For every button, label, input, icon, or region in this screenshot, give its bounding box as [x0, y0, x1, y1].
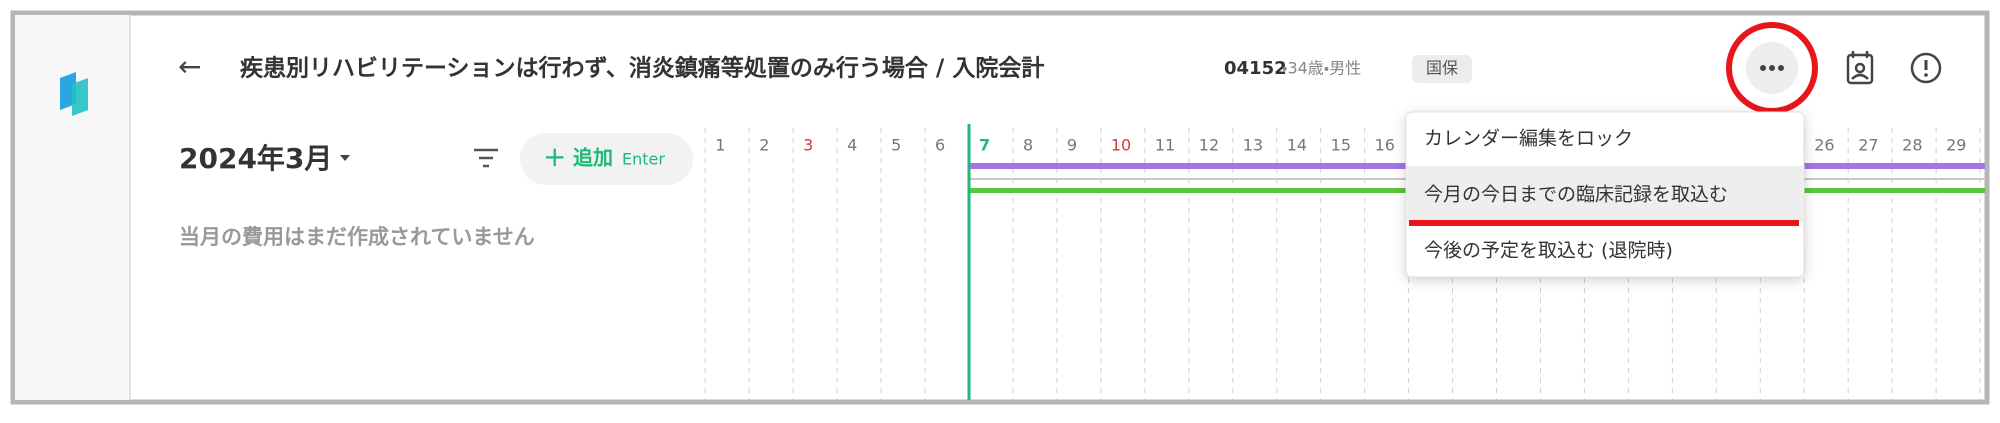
day-label: 4: [847, 136, 857, 155]
day-label: 10: [1111, 136, 1131, 155]
day-label: 11: [1155, 136, 1175, 155]
back-button[interactable]: ←: [178, 50, 201, 83]
day-label: 28: [1902, 136, 1922, 155]
day-label: 9: [1067, 136, 1077, 155]
day-label: 5: [891, 136, 901, 155]
calendar-icon[interactable]: [1846, 51, 1874, 85]
day-label: 6: [935, 136, 945, 155]
add-shortcut: Enter: [622, 150, 665, 169]
menu-item[interactable]: カレンダー編集をロック: [1424, 128, 1633, 150]
insurance-badge: 国保: [1426, 59, 1458, 78]
sidebar: [15, 15, 130, 400]
badge-bg: [1412, 55, 1472, 83]
day-label: 15: [1331, 136, 1351, 155]
day-label: 12: [1199, 136, 1219, 155]
menu-item-highlight: [1407, 167, 1803, 222]
menu-item[interactable]: 今後の予定を取込む (退院時): [1424, 240, 1673, 262]
month-selector[interactable]: 2024年3月: [179, 142, 332, 175]
alert-icon[interactable]: [1910, 52, 1942, 84]
page-title: 疾患別リハビリテーションは行わず、消炎鎮痛等処置のみ行う場合 / 入院会計: [240, 55, 1044, 82]
day-label: 13: [1243, 136, 1263, 155]
day-label: 1: [715, 136, 725, 155]
highlight-circle: [1726, 22, 1818, 114]
add-icon: +: [543, 140, 566, 173]
red-underline: [1409, 220, 1799, 226]
day-label: 16: [1375, 136, 1395, 155]
day-label: 14: [1287, 136, 1307, 155]
month-caret: [340, 155, 350, 161]
filter-icon[interactable]: [474, 148, 498, 168]
day-label: 7: [979, 136, 990, 155]
patient-id: 04152: [1224, 58, 1287, 79]
add-label: 追加: [573, 146, 613, 170]
day-label: 2: [759, 136, 769, 155]
more-dots: [1760, 65, 1784, 71]
day-label: 26: [1814, 136, 1834, 155]
empty-message: 当月の費用はまだ作成されていません: [179, 225, 535, 249]
day-label: 3: [803, 136, 813, 155]
day-label: 27: [1858, 136, 1878, 155]
menu-item[interactable]: 今月の今日までの臨床記録を取込む: [1424, 184, 1728, 206]
patient-info: ・34歳・男性: [1282, 59, 1361, 78]
logo: [60, 72, 88, 116]
add-button[interactable]: [520, 133, 693, 185]
day-label: 8: [1023, 136, 1033, 155]
day-label: 29: [1946, 136, 1966, 155]
